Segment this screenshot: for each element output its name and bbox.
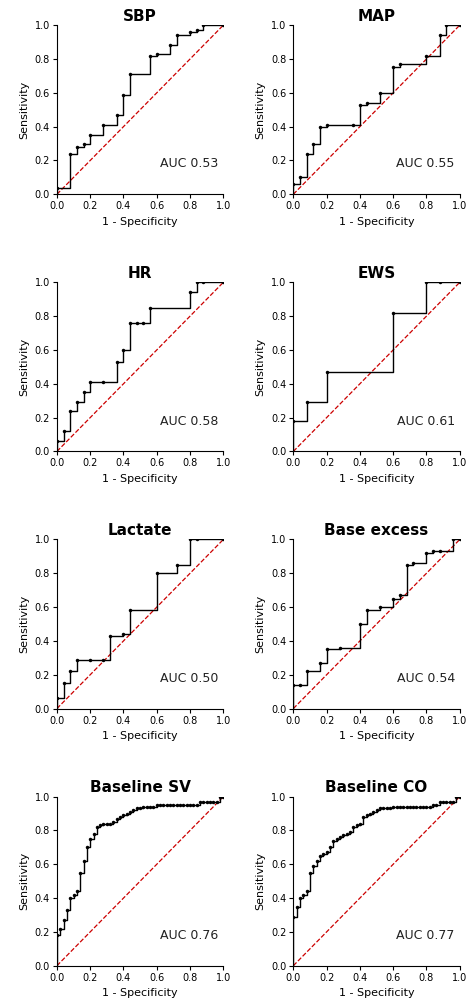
Text: AUC 0.53: AUC 0.53 [160, 157, 219, 170]
Y-axis label: Sensitivity: Sensitivity [19, 80, 29, 139]
Y-axis label: Sensitivity: Sensitivity [255, 595, 265, 653]
X-axis label: 1 - Specificity: 1 - Specificity [102, 217, 178, 226]
Title: Baseline CO: Baseline CO [326, 781, 428, 796]
Text: AUC 0.77: AUC 0.77 [396, 929, 455, 942]
Y-axis label: Sensitivity: Sensitivity [255, 852, 265, 910]
X-axis label: 1 - Specificity: 1 - Specificity [102, 988, 178, 998]
X-axis label: 1 - Specificity: 1 - Specificity [102, 731, 178, 741]
Title: Baseline SV: Baseline SV [90, 781, 191, 796]
Text: AUC 0.55: AUC 0.55 [396, 157, 455, 170]
X-axis label: 1 - Specificity: 1 - Specificity [339, 217, 414, 226]
Title: HR: HR [128, 267, 152, 281]
X-axis label: 1 - Specificity: 1 - Specificity [339, 474, 414, 484]
Text: AUC 0.58: AUC 0.58 [160, 414, 219, 428]
Y-axis label: Sensitivity: Sensitivity [19, 338, 29, 396]
Text: AUC 0.50: AUC 0.50 [160, 672, 219, 685]
Y-axis label: Sensitivity: Sensitivity [255, 80, 265, 139]
Text: AUC 0.61: AUC 0.61 [397, 414, 455, 428]
X-axis label: 1 - Specificity: 1 - Specificity [339, 988, 414, 998]
Text: AUC 0.76: AUC 0.76 [160, 929, 219, 942]
Title: SBP: SBP [123, 9, 157, 24]
Y-axis label: Sensitivity: Sensitivity [19, 852, 29, 910]
Y-axis label: Sensitivity: Sensitivity [19, 595, 29, 653]
X-axis label: 1 - Specificity: 1 - Specificity [102, 474, 178, 484]
Title: EWS: EWS [357, 267, 396, 281]
X-axis label: 1 - Specificity: 1 - Specificity [339, 731, 414, 741]
Y-axis label: Sensitivity: Sensitivity [255, 338, 265, 396]
Title: Lactate: Lactate [108, 523, 173, 538]
Title: MAP: MAP [357, 9, 395, 24]
Text: AUC 0.54: AUC 0.54 [397, 672, 455, 685]
Title: Base excess: Base excess [324, 523, 428, 538]
